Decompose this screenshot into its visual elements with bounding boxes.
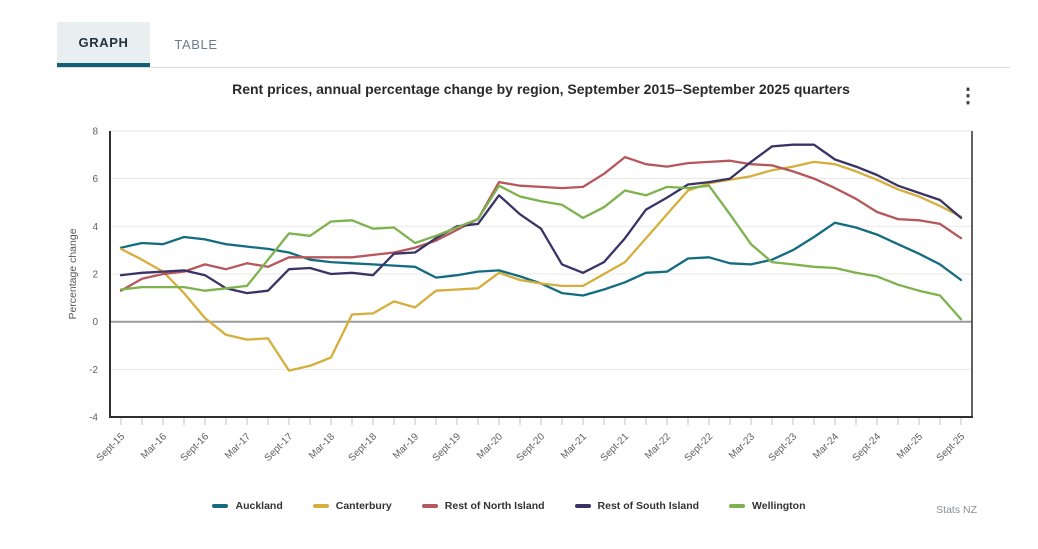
x-tick-label: Mar-20 <box>475 431 505 461</box>
kebab-menu-icon: ⋮ <box>958 85 978 107</box>
legend-item-canterbury[interactable]: Canterbury <box>312 500 392 512</box>
x-tick-label: Sept-17 <box>263 431 296 464</box>
x-tick-label: Sept-15 <box>95 431 128 464</box>
y-tick-label: -2 <box>89 365 98 376</box>
legend-swatch-icon <box>212 504 229 508</box>
series-line-canterbury <box>119 160 963 372</box>
series-line-rest-of-south-island <box>119 143 963 295</box>
legend-item-wellington[interactable]: Wellington <box>729 500 806 512</box>
tab-graph[interactable]: GRAPH <box>57 22 150 67</box>
legend-label: Rest of North Island <box>444 500 545 512</box>
tab-bar: GRAPH TABLE <box>57 22 1010 68</box>
y-tick-label: 4 <box>92 222 98 233</box>
y-axis-title: Percentage change <box>67 228 79 319</box>
x-tick-label: Sept-23 <box>767 431 800 464</box>
y-tick-label: 0 <box>92 317 98 328</box>
x-tick-label: Sept-16 <box>179 431 212 464</box>
legend-label: Rest of South Island <box>597 500 700 512</box>
x-tick-label: Sept-22 <box>683 431 716 464</box>
tab-table[interactable]: TABLE <box>174 37 218 52</box>
y-tick-label: 2 <box>92 269 98 280</box>
legend-item-auckland[interactable]: Auckland <box>212 500 283 512</box>
x-tick-label: Sept-19 <box>431 431 464 464</box>
legend-swatch-icon <box>729 504 746 508</box>
series-line-wellington <box>119 184 963 321</box>
series-line-rest-of-north-island <box>119 155 963 292</box>
legend-label: Wellington <box>752 500 806 512</box>
line-chart-canvas: Sept-15 Mar-16 Sept-16 Mar-17 Sept-17 Mar-18 S… <box>67 126 973 464</box>
legend-item-rest-of-south-island[interactable]: Rest of South Island <box>574 500 700 512</box>
legend-label: Canterbury <box>335 500 392 512</box>
x-tick-label: Mar-24 <box>811 431 841 461</box>
legend-swatch-icon <box>574 504 591 508</box>
legend-swatch-icon <box>421 504 438 508</box>
x-tick-label: Mar-18 <box>307 431 337 461</box>
source-attribution: Stats NZ <box>936 504 977 516</box>
legend-item-rest-of-north-island[interactable]: Rest of North Island <box>421 500 545 512</box>
x-tick-label: Mar-23 <box>727 431 757 461</box>
x-tick-label: Mar-22 <box>643 431 673 461</box>
x-tick-label: Mar-17 <box>223 431 253 461</box>
chart-title: Rent prices, annual percentage change by… <box>232 81 850 97</box>
legend-label: Auckland <box>235 500 283 512</box>
chart-legend: Auckland Canterbury Rest of North Island Re… <box>0 500 1028 512</box>
x-tick-label: Mar-21 <box>559 431 589 461</box>
legend-swatch-icon <box>312 504 329 508</box>
x-tick-label: Mar-25 <box>895 431 925 461</box>
x-tick-label: Sept-18 <box>347 431 380 464</box>
x-tick-label: Sept-25 <box>935 431 968 464</box>
x-tick-label: Sept-20 <box>515 431 548 464</box>
x-tick-label: Mar-19 <box>391 431 421 461</box>
y-tick-label: 8 <box>92 126 98 137</box>
x-tick-label: Mar-16 <box>139 431 169 461</box>
y-tick-label: -4 <box>89 413 98 424</box>
more-options-button[interactable]: ⋮ <box>956 82 980 110</box>
x-tick-label: Sept-21 <box>599 431 632 464</box>
y-tick-label: 6 <box>92 174 98 185</box>
x-tick-label: Sept-24 <box>851 431 884 464</box>
